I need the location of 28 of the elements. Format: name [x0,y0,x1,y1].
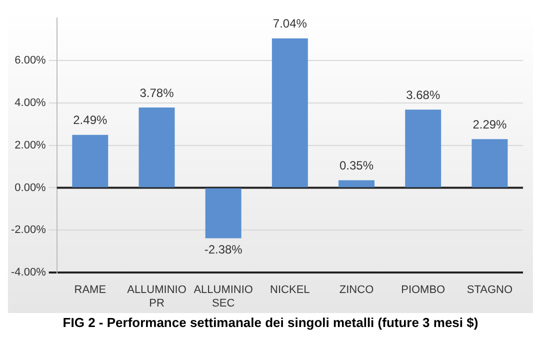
bar [205,188,242,238]
x-tick-label: ALLUMINIO PR [127,284,187,310]
x-tick-label: ALLUMINIO SEC [194,284,254,310]
bar [138,108,175,188]
bar [472,139,508,188]
bar [338,180,374,188]
data-label: 0.35% [340,158,374,173]
y-tick-label: 2.00% [14,139,46,152]
y-tick-label: -2.00% [10,224,46,236]
x-tick-label: STAGNO [466,284,513,296]
y-tick-label: 0.00% [14,182,46,194]
y-tick-label: 4.00% [14,96,46,109]
y-tick-label: -4.00% [10,266,46,279]
data-label: 3.78% [140,86,174,100]
x-tick-label: PIOMBO [401,284,446,296]
x-tick-label: RAME [74,284,106,296]
data-label: 7.04% [272,16,308,31]
text: FIG 2 - Performance settimanale dei singoli metalli (future 3 mesi $) [8,313,533,332]
data-label: 3.68% [406,88,440,102]
x-tick-label: ZINCO [339,284,374,296]
bar [272,38,308,188]
bar [72,134,108,188]
bar [405,110,442,188]
data-label: 2.29% [472,117,508,132]
data-label: 2.49% [73,113,108,128]
x-tick-label: NICKEL [270,284,310,296]
y-tick-label: 6.00% [14,54,46,66]
data-label: -2.38% [204,242,243,257]
